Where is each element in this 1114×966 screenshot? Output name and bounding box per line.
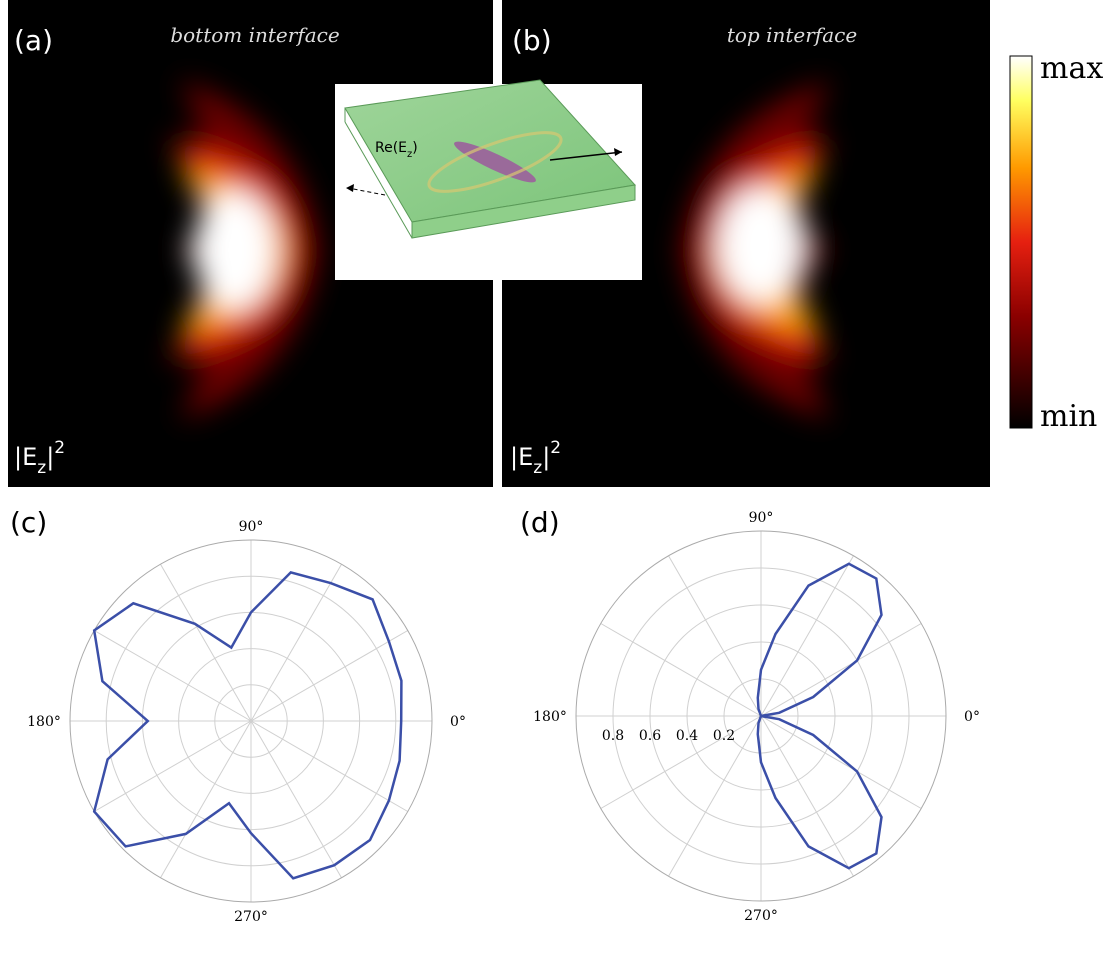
angle-grid-line — [250, 630, 409, 722]
panel-title: bottom interface — [170, 23, 339, 47]
angle-tick-label: 270° — [234, 909, 268, 925]
angle-tick-label: 0° — [964, 709, 980, 725]
angle-grid-line — [250, 720, 342, 879]
angle-grid-line — [668, 555, 762, 717]
angle-grid-line — [600, 623, 762, 717]
radial-grid-line — [105, 575, 397, 867]
radial-grid-line — [649, 604, 873, 828]
colorbar-max: max — [1040, 51, 1103, 86]
angle-grid-line — [760, 715, 854, 877]
panel-tag: (d) — [520, 506, 560, 539]
angle-grid-line — [600, 715, 762, 809]
angle-grid-line — [93, 720, 252, 812]
radial-grid-line — [612, 567, 910, 865]
panel-label: |Ez|2 — [14, 438, 65, 478]
radial-tick-label: 0.2 — [713, 728, 735, 744]
radial-tick-label: 0.6 — [639, 728, 661, 744]
angle-tick-label: 270° — [744, 908, 778, 924]
angle-tick-label: 0° — [450, 714, 466, 730]
angle-grid-line — [760, 623, 922, 717]
angle-grid-line — [160, 563, 252, 722]
radial-grid-line — [178, 648, 324, 794]
slab-side — [411, 184, 636, 239]
angle-grid-line — [760, 715, 922, 809]
curve — [92, 571, 403, 880]
colorbar-min: min — [1040, 399, 1097, 434]
angle-grid-line — [668, 715, 762, 877]
inset-label: Re(Ez) — [375, 140, 418, 160]
field-b — [680, 80, 830, 420]
arrow — [549, 151, 623, 161]
colorbar — [1009, 55, 1033, 429]
radial-tick-label: 0.4 — [676, 728, 698, 744]
angle-grid-line — [250, 563, 342, 722]
panel-tag: (c) — [10, 506, 47, 539]
radial-grid-line — [686, 641, 836, 791]
polar-frame — [69, 539, 433, 903]
panel-label: |Ez|2 — [510, 438, 561, 478]
panel-tag: (b) — [512, 24, 552, 57]
panel-title: top interface — [727, 23, 857, 47]
angle-tick-label: 90° — [749, 510, 774, 526]
radial-tick-label: 0.8 — [602, 728, 624, 744]
angle-grid-line — [250, 720, 409, 812]
angle-grid-line — [760, 555, 854, 717]
angle-grid-line — [160, 720, 252, 879]
angle-tick-label: 90° — [239, 519, 264, 535]
angle-tick-label: 180° — [533, 709, 567, 725]
panel-tag: (a) — [14, 24, 53, 57]
polar-frame — [575, 530, 947, 902]
curve — [756, 562, 883, 870]
field-a — [170, 80, 320, 420]
radial-grid-line — [214, 684, 288, 758]
arrow — [347, 187, 386, 196]
angle-tick-label: 180° — [27, 714, 61, 730]
angle-grid-line — [93, 630, 252, 722]
